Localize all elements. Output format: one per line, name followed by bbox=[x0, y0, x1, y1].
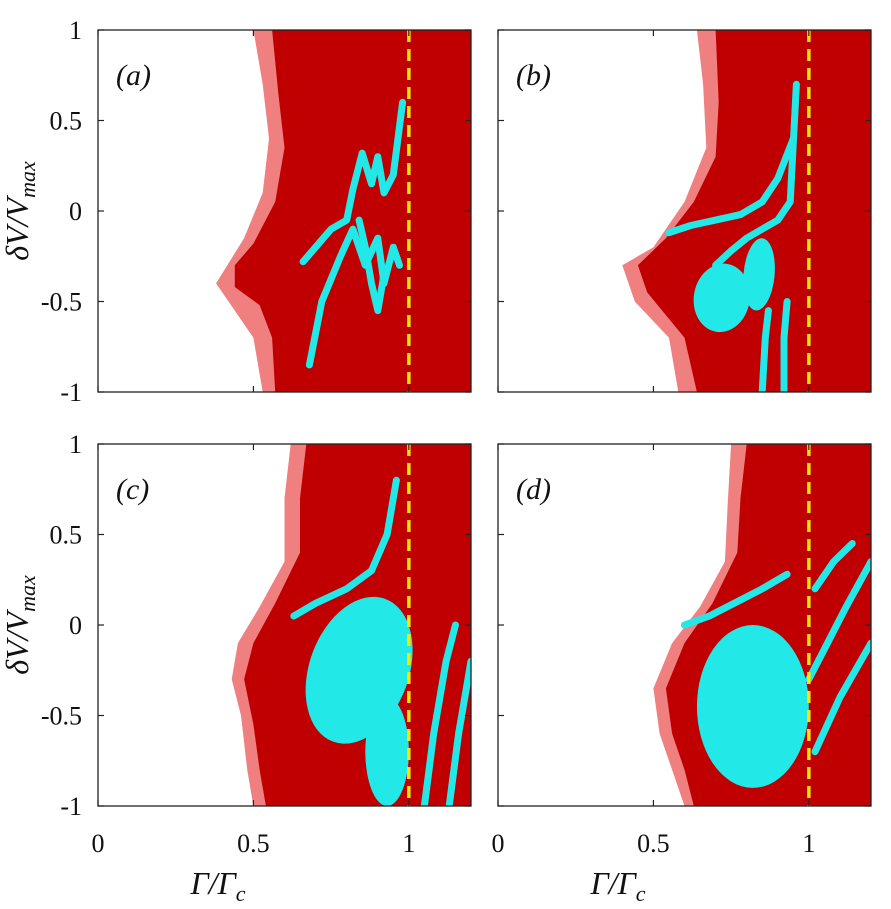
y-tick-label: 0.5 bbox=[50, 107, 83, 136]
plot-area bbox=[98, 444, 471, 806]
highlight-band-1 bbox=[811, 540, 856, 593]
y-tick-label: 1 bbox=[69, 430, 82, 459]
panel-d: 0 0.5 1 (d) Γ/Γc bbox=[492, 443, 872, 906]
panel-label: (d) bbox=[516, 473, 551, 506]
x-tick-label: 0.5 bbox=[237, 829, 270, 858]
panel-a: -1 -0.5 0 0.5 1 (a) δV/Vmax bbox=[0, 16, 472, 407]
highlight-band-1 bbox=[420, 621, 459, 806]
y-tick-label: -0.5 bbox=[41, 288, 82, 317]
y-tick-label: 0 bbox=[69, 197, 82, 226]
x-axis-label: Γ/Γc bbox=[189, 865, 245, 906]
plot-area bbox=[98, 30, 471, 392]
highlight-band-0 bbox=[665, 135, 797, 237]
panel-label: (a) bbox=[116, 59, 151, 92]
x-tick-label: 1 bbox=[402, 829, 415, 858]
x-tick-label: 1 bbox=[802, 829, 815, 858]
y-axis-label: δV/Vmax bbox=[0, 575, 40, 675]
highlight-band-3 bbox=[780, 298, 791, 392]
x-tick-label: 0.5 bbox=[637, 829, 670, 858]
plot-area bbox=[498, 444, 871, 806]
highlight-region-0 bbox=[696, 625, 809, 788]
plot-area bbox=[498, 30, 871, 392]
highlight-band-2 bbox=[758, 307, 772, 392]
highlight-band-2 bbox=[805, 558, 871, 683]
panel-label: (c) bbox=[116, 473, 149, 506]
y-tick-label: -1 bbox=[60, 378, 82, 407]
y-tick-label: 0.5 bbox=[50, 521, 83, 550]
highlight-band-2 bbox=[355, 216, 388, 315]
panel-label: (b) bbox=[516, 59, 551, 92]
highlight-region-1 bbox=[365, 697, 409, 806]
x-axis-label: Γ/Γc bbox=[589, 865, 645, 906]
highlight-band-0 bbox=[299, 98, 407, 266]
highlight-band-3 bbox=[811, 639, 871, 756]
panel-b: (b) bbox=[497, 29, 872, 393]
highlight-band-1 bbox=[712, 80, 800, 269]
y-tick-label: 0 bbox=[69, 611, 82, 640]
highlight-band-2 bbox=[445, 657, 471, 806]
highlight-region-1 bbox=[743, 238, 775, 311]
y-tick-label: -0.5 bbox=[41, 702, 82, 731]
x-tick-label: 0 bbox=[92, 829, 105, 858]
y-tick-label: 1 bbox=[69, 16, 82, 45]
y-tick-label: -1 bbox=[60, 792, 82, 821]
highlight-band-0 bbox=[681, 570, 791, 629]
y-axis-label: δV/Vmax bbox=[0, 161, 40, 261]
panel-c: 0 0.5 1 -1 -0.5 0 0.5 1 (c) δV/Vmax Γ/Γc bbox=[0, 430, 472, 906]
x-tick-label: 0 bbox=[492, 829, 505, 858]
highlight-region-0 bbox=[693, 263, 750, 333]
highlight-band-0 bbox=[290, 476, 400, 620]
dark-region bbox=[234, 30, 471, 392]
